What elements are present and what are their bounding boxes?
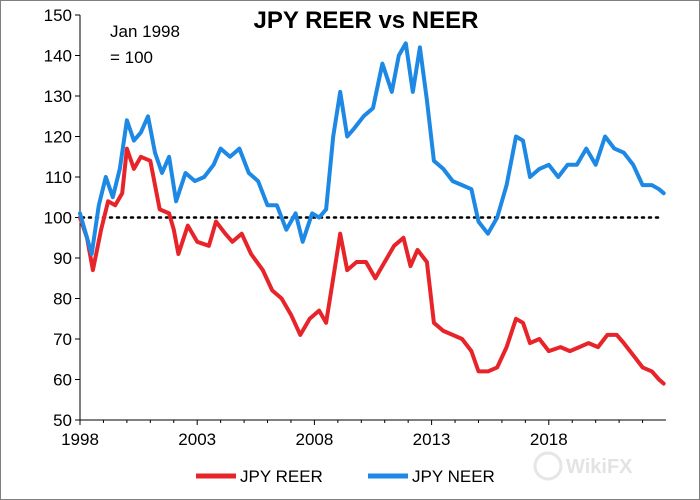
y-axis-ticks: 50 60 70 80 90 100 110 120 130 140 150 (44, 6, 80, 430)
x-tick-label: 2013 (413, 430, 451, 449)
x-tick-label: 2018 (530, 430, 568, 449)
y-tick-label: 150 (44, 6, 72, 25)
legend: JPY REER JPY NEER (196, 467, 495, 486)
y-tick-label: 60 (53, 371, 72, 390)
y-tick-label: 130 (44, 87, 72, 106)
watermark-logo-icon (533, 451, 563, 481)
x-tick-label: 2003 (178, 430, 216, 449)
watermark-text: WikiFX (566, 456, 633, 478)
y-tick-label: 80 (53, 290, 72, 309)
y-tick-label: 50 (53, 411, 72, 430)
y-tick-label: 110 (45, 168, 72, 187)
series-line-neer (78, 41, 666, 256)
series-line-reer (78, 146, 666, 386)
legend-label-neer: JPY NEER (412, 467, 495, 486)
x-tick-label: 1998 (61, 430, 99, 449)
y-tick-label: 120 (44, 128, 72, 147)
y-tick-label: 70 (53, 330, 72, 349)
y-tick-label: 140 (44, 47, 72, 66)
legend-label-reer: JPY REER (240, 467, 323, 486)
watermark: WikiFX (533, 451, 633, 481)
y-tick-label: 100 (44, 209, 72, 228)
base-note-line2: = 100 (110, 48, 153, 67)
x-tick-label: 2008 (295, 430, 333, 449)
y-tick-label: 90 (53, 249, 72, 268)
x-axis-ticks: 1998 2003 2008 2013 2018 (61, 420, 644, 449)
series-group (78, 41, 666, 386)
base-note-line1: Jan 1998 (110, 22, 180, 41)
chart-title: JPY REER vs NEER (254, 7, 479, 34)
